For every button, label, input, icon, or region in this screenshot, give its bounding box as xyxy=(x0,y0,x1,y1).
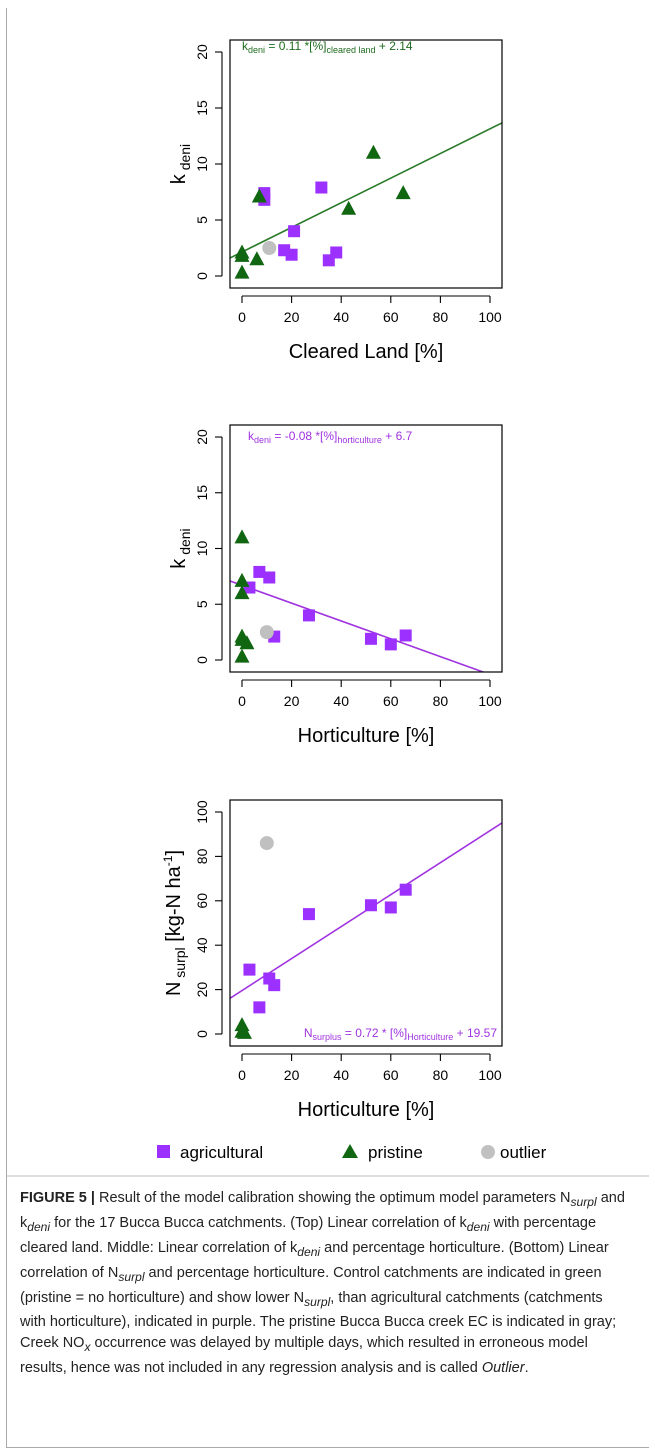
data-point-agricultural xyxy=(384,638,397,651)
data-point-pristine xyxy=(234,585,250,600)
legend-label-outlier: outlier xyxy=(500,1143,547,1162)
x-tick-label: 40 xyxy=(333,309,349,325)
x-tick-label: 40 xyxy=(333,1067,349,1083)
data-point-pristine xyxy=(234,529,250,544)
chart-panel-1: 0 20 40 60 80 100 0 5 10 15 20 Cleared Land [%] k de… xyxy=(168,39,503,363)
x-tick-label: 80 xyxy=(433,1067,449,1083)
regression-equation: kdeni = 0.11 *[%]cleared land + 2.14 xyxy=(242,39,413,55)
data-point-pristine xyxy=(234,247,250,262)
data-point-outlier xyxy=(262,241,277,255)
data-point-agricultural xyxy=(278,244,291,257)
caption-label: FIGURE 5 | xyxy=(20,1190,95,1206)
y-tick-label: 40 xyxy=(194,937,210,953)
plot-box xyxy=(229,424,503,673)
y-tick-label: 5 xyxy=(194,600,210,608)
x-tick-label: 60 xyxy=(383,693,399,709)
data-point-agricultural xyxy=(253,1001,266,1014)
x-axis-title: Horticulture [%] xyxy=(298,725,435,747)
data-point-pristine xyxy=(234,648,250,663)
legend-marker-outlier xyxy=(481,1145,495,1159)
data-point-pristine xyxy=(234,572,250,587)
x-tick-label: 100 xyxy=(478,1067,502,1083)
x-tick-label: 80 xyxy=(433,693,449,709)
x-tick-label: 60 xyxy=(383,309,399,325)
y-tick-label: 15 xyxy=(194,100,210,116)
y-tick-label: 0 xyxy=(194,272,210,280)
data-point-agricultural xyxy=(285,248,298,261)
y-tick-label: 20 xyxy=(194,429,210,445)
y-tick-label: 0 xyxy=(194,1030,210,1038)
data-point-agricultural xyxy=(364,632,377,645)
data-point-agricultural xyxy=(384,901,397,914)
data-point-agricultural xyxy=(399,629,412,642)
x-tick-label: 0 xyxy=(238,309,246,325)
x-tick-label: 20 xyxy=(284,693,300,709)
legend-label-agricultural: agricultural xyxy=(180,1143,263,1162)
y-tick-label: 10 xyxy=(194,541,210,557)
regression-equation: Nsurplus = 0.72 * [%]Horticulture + 19.5… xyxy=(304,1026,497,1042)
data-point-pristine xyxy=(239,635,255,650)
x-tick-label: 40 xyxy=(333,693,349,709)
legend-marker-agricultural xyxy=(157,1145,170,1158)
data-point-pristine xyxy=(236,1024,252,1039)
data-point-pristine xyxy=(341,200,357,215)
plot-box xyxy=(229,39,503,289)
data-point-agricultural xyxy=(330,246,343,259)
data-point-agricultural xyxy=(302,609,315,622)
data-point-pristine xyxy=(249,251,265,266)
x-tick-label: 100 xyxy=(478,309,502,325)
chart-panel-3: 0 20 40 60 80 100 0 20 40 60 80 100 Horticulture [%]… xyxy=(161,799,503,1121)
data-point-agricultural xyxy=(364,899,377,912)
x-tick-label: 0 xyxy=(238,693,246,709)
x-tick-label: 0 xyxy=(238,1067,246,1083)
data-point-outlier xyxy=(259,836,274,851)
x-axis-title: Cleared Land [%] xyxy=(289,341,444,363)
y-axis-title: k deni xyxy=(168,144,193,184)
y-tick-label: 0 xyxy=(194,656,210,664)
x-axis-title: Horticulture [%] xyxy=(298,1099,435,1121)
chart-panel-2: 0 20 40 60 80 100 0 5 10 15 20 Horticulture [%] k de… xyxy=(168,424,503,747)
data-point-pristine xyxy=(365,144,381,159)
y-tick-label: 60 xyxy=(194,893,210,909)
x-tick-label: 20 xyxy=(284,309,300,325)
figure-caption: FIGURE 5 | Result of the model calibrati… xyxy=(20,1190,625,1377)
y-tick-label: 10 xyxy=(194,156,210,172)
data-point-agricultural xyxy=(302,908,315,921)
y-axis-title: N surpl [kg-N ha-1] xyxy=(161,850,188,996)
data-point-agricultural xyxy=(268,979,281,992)
data-point-agricultural xyxy=(263,571,276,584)
data-point-agricultural xyxy=(288,225,301,238)
legend-label-pristine: pristine xyxy=(368,1143,423,1162)
data-point-agricultural xyxy=(399,883,412,896)
regression-line xyxy=(230,580,486,672)
y-tick-label: 15 xyxy=(194,485,210,501)
x-tick-label: 100 xyxy=(478,693,502,709)
plot-box xyxy=(229,799,503,1047)
legend-marker-pristine xyxy=(342,1144,358,1158)
regression-line xyxy=(230,121,502,259)
y-axis-title: k deni xyxy=(168,528,193,568)
y-tick-label: 20 xyxy=(194,982,210,998)
data-point-pristine xyxy=(234,264,250,279)
x-tick-label: 80 xyxy=(433,309,449,325)
data-point-pristine xyxy=(251,188,267,203)
x-tick-label: 20 xyxy=(284,1067,300,1083)
data-point-agricultural xyxy=(315,181,328,194)
regression-equation: kdeni = -0.08 *[%]horticulture + 6.7 xyxy=(248,429,413,445)
data-point-pristine xyxy=(395,185,411,200)
y-tick-label: 80 xyxy=(194,848,210,864)
data-point-outlier xyxy=(259,625,274,640)
data-point-agricultural xyxy=(243,963,256,976)
y-tick-label: 100 xyxy=(194,800,210,824)
y-tick-label: 20 xyxy=(194,44,210,60)
y-tick-label: 5 xyxy=(194,216,210,224)
data-point-agricultural xyxy=(253,565,266,578)
figure-frame xyxy=(6,8,649,1448)
legend: agricultural pristine outlier xyxy=(157,1143,547,1162)
x-tick-label: 60 xyxy=(383,1067,399,1083)
